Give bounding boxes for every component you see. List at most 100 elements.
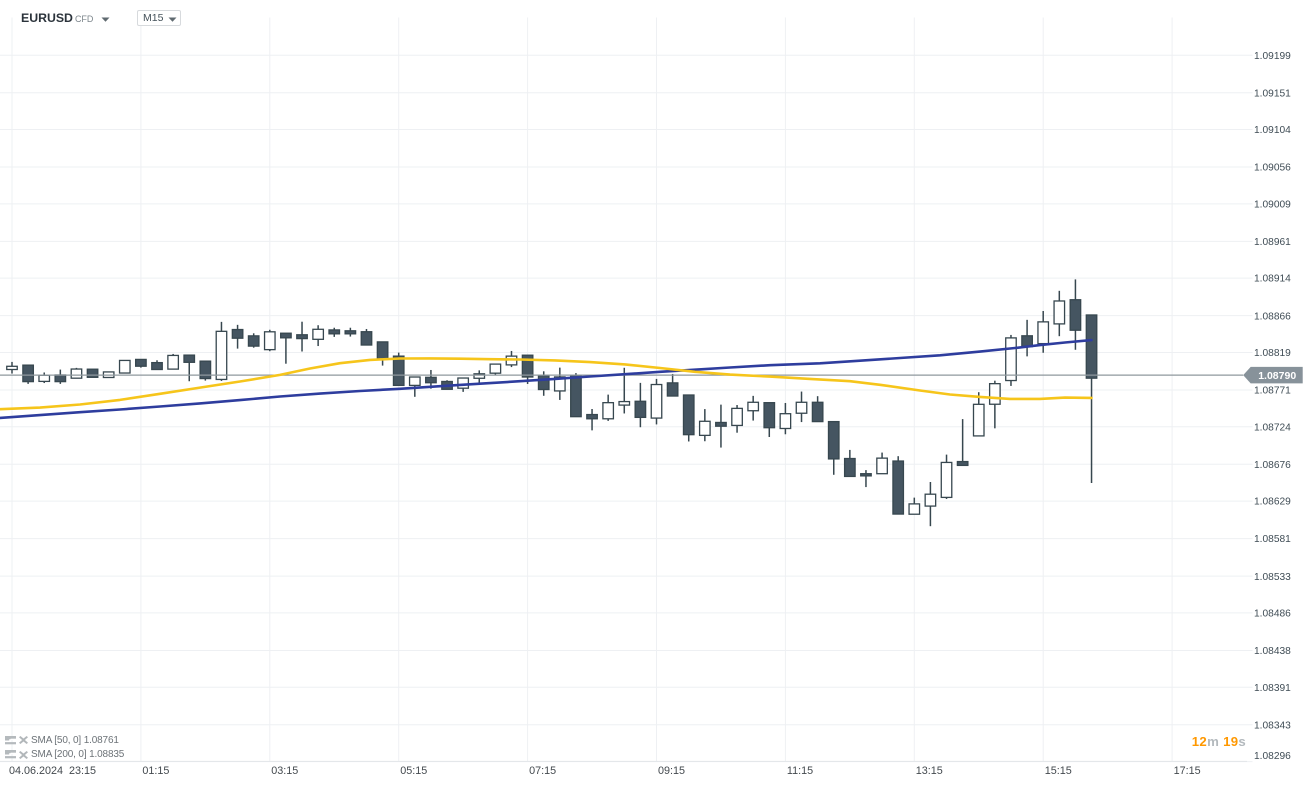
price-axis-label: 1.08961 <box>1254 237 1291 248</box>
candle-down <box>521 354 534 378</box>
candle-up <box>988 383 1001 405</box>
candle-up <box>731 407 743 427</box>
candle-down <box>328 329 341 335</box>
candle-down <box>570 374 582 418</box>
price-axis-label: 1.09009 <box>1254 199 1291 210</box>
candle-down <box>296 334 308 340</box>
candle-up <box>312 328 325 340</box>
current-price-badge-value: 1.08790 <box>1258 370 1296 382</box>
price-axis-label: 1.08629 <box>1254 497 1291 508</box>
candle-up <box>924 493 937 507</box>
candle-down <box>763 402 776 429</box>
indicator-row-sma200: SMA [200, 0] 1.08835 <box>5 747 124 761</box>
candle-down <box>86 368 99 378</box>
time-axis-label: 09:15 <box>658 765 685 777</box>
time-axis-label: 15:15 <box>1045 765 1072 777</box>
timeframe-selector[interactable]: M15 <box>137 10 181 26</box>
candle-down <box>811 401 824 423</box>
indicator-row-sma50: SMA [50, 0] 1.08761 <box>5 733 124 747</box>
candle-down <box>860 473 872 477</box>
candle-down <box>425 376 437 384</box>
price-axis-label: 1.09056 <box>1254 163 1291 174</box>
time-axis-label: 03:15 <box>271 765 298 777</box>
indicator-name: SMA [50, 0] <box>31 734 82 746</box>
candle-down <box>22 364 35 383</box>
indicator-name: SMA [200, 0] <box>31 749 87 761</box>
price-axis-label: 1.08533 <box>1254 572 1291 583</box>
candle-up <box>747 401 760 412</box>
candle-up <box>457 377 470 389</box>
time-axis-label: 04.06.2024 23:15 <box>9 765 96 777</box>
candle-down <box>247 335 260 347</box>
price-axis-label: 1.08866 <box>1254 311 1291 322</box>
time-axis-label: 11:15 <box>787 765 813 777</box>
indicator-settings-icon[interactable] <box>5 735 16 745</box>
candle-down <box>586 413 598 420</box>
symbol-name: EURUSD <box>21 11 73 25</box>
candle-down <box>682 394 695 436</box>
price-axis-label: 1.09104 <box>1254 125 1291 136</box>
candle-down <box>151 361 163 371</box>
candle-up <box>473 373 486 379</box>
price-axis-label: 1.08438 <box>1254 646 1291 657</box>
remove-indicator-icon[interactable] <box>19 736 28 745</box>
candle-up <box>408 376 421 387</box>
candle-down <box>956 460 969 467</box>
indicator-settings-icon[interactable] <box>5 750 16 759</box>
candle-down <box>843 457 856 478</box>
time-axis-label: 17:15 <box>1174 765 1201 777</box>
candle-up <box>795 401 808 414</box>
price-axis-label: 1.08914 <box>1254 274 1291 285</box>
candle-down <box>537 374 550 391</box>
price-axis-label: 1.08391 <box>1254 683 1291 694</box>
candle-down <box>199 360 212 380</box>
current-price-badge <box>1243 366 1303 384</box>
indicator-label: SMA [50, 0] 1.08761 <box>31 735 119 746</box>
price-axis-label: 1.08819 <box>1254 348 1291 359</box>
candle-up <box>940 461 953 499</box>
time-axis-label: 07:15 <box>529 765 556 777</box>
candle-up <box>263 331 276 351</box>
countdown-seconds-unit: s <box>1238 733 1246 749</box>
candle-down <box>1069 299 1082 331</box>
candle-up <box>876 457 888 475</box>
bar-countdown-timer: 12m 19s <box>1192 734 1246 749</box>
candle-up <box>972 403 985 437</box>
candle-up <box>215 330 228 381</box>
chevron-down-icon <box>101 9 110 27</box>
candle-up <box>489 363 502 374</box>
price-axis-label: 1.08676 <box>1254 460 1291 471</box>
candle-up <box>38 374 51 383</box>
price-axis-label: 1.08343 <box>1254 720 1291 731</box>
candle-down <box>634 400 647 419</box>
candle-down <box>134 358 147 367</box>
candle-up <box>553 376 566 392</box>
timeframe-label: M15 <box>143 12 164 24</box>
time-axis-label: 13:15 <box>916 765 943 777</box>
chart-toolbar: EURUSD CFD M15 <box>0 0 1315 30</box>
candle-down <box>827 420 840 460</box>
price-axis-label: 1.08296 <box>1254 751 1291 762</box>
remove-indicator-icon[interactable] <box>19 750 28 759</box>
candle-down <box>715 421 727 427</box>
candle-down <box>344 330 357 335</box>
candle-down <box>183 354 196 363</box>
candle-up <box>70 368 83 379</box>
candle-up <box>602 402 615 420</box>
candle-down <box>360 331 373 346</box>
indicator-legend: SMA [50, 0] 1.08761 SMA [200, 0] 1.08835 <box>5 733 124 762</box>
time-axis-label: 01:15 <box>142 765 169 777</box>
candle-up <box>908 503 921 515</box>
indicator-label: SMA [200, 0] 1.08835 <box>31 749 124 760</box>
candle-down <box>54 374 67 383</box>
candle-up <box>1037 321 1050 345</box>
candle-down <box>376 341 389 360</box>
countdown-minutes-unit: m <box>1207 733 1220 749</box>
symbol-selector[interactable]: EURUSD CFD <box>21 9 110 27</box>
candle-down <box>231 328 244 339</box>
candle-down <box>1085 314 1098 379</box>
candle-up <box>698 420 711 437</box>
candle-down <box>392 355 405 387</box>
